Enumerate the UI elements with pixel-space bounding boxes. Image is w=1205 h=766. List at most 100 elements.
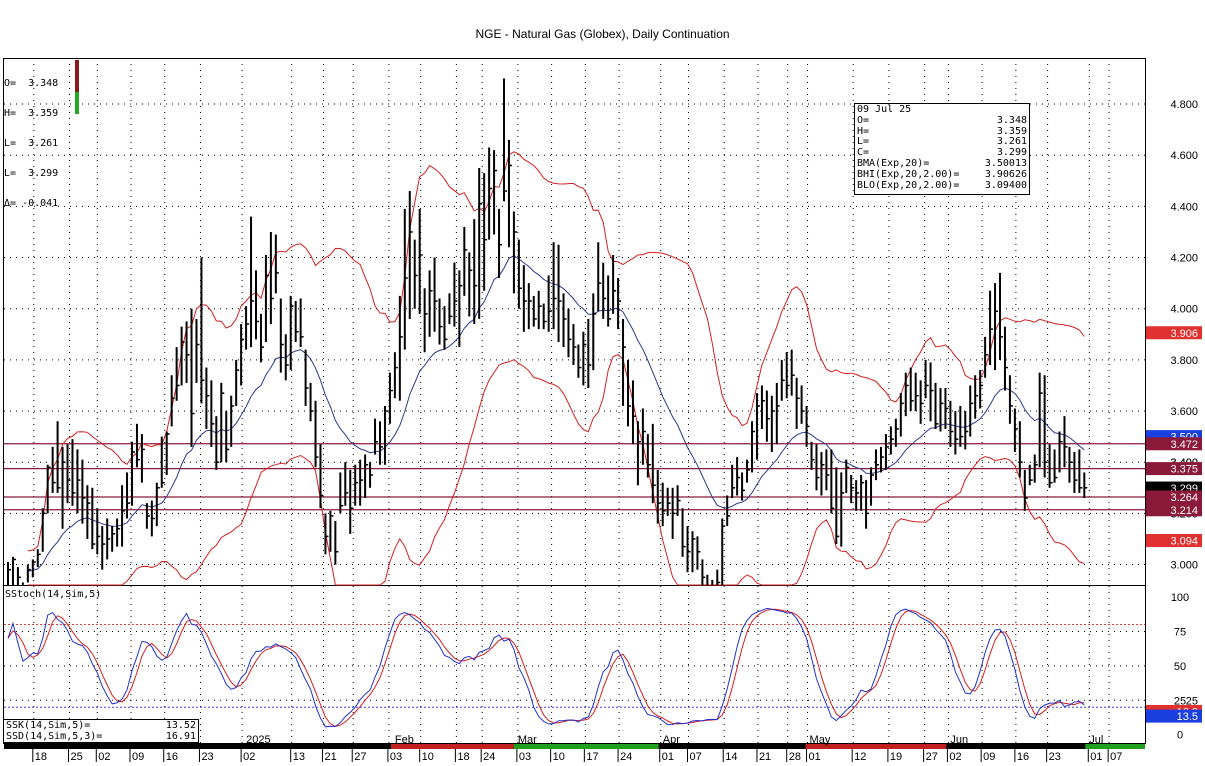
- month-label: 2025: [246, 734, 270, 746]
- ohlc-bar: [790, 349, 795, 396]
- lower-band-line: [27, 354, 1085, 586]
- ohlc-bar: [612, 254, 617, 314]
- ohlc-bar: [914, 372, 919, 412]
- ohlc-bar: [388, 372, 393, 424]
- ohlc-bar: [994, 283, 999, 371]
- ohlc-readout: O= 3.348 H= 3.359 L= 3.261 L= 3.299 Δ= -…: [4, 59, 58, 219]
- day-label: 25: [71, 751, 83, 763]
- ohlc-bar: [875, 449, 879, 481]
- day-label: 07: [690, 751, 702, 763]
- info-label: BHI(Exp,20,2.00)=: [857, 168, 960, 180]
- day-label: 01: [809, 751, 821, 763]
- ohlc-bar: [121, 485, 126, 547]
- tag-label: 3.472: [1170, 439, 1198, 451]
- ohlc-bar: [681, 508, 686, 557]
- ohlc-value: 3.348: [28, 78, 59, 89]
- ohlc-bar: [264, 254, 269, 342]
- ohlc-bar: [403, 208, 408, 350]
- stoch-value: 13.52: [165, 720, 196, 731]
- ohlc-bar: [503, 78, 507, 202]
- ohlc-bar: [924, 359, 929, 399]
- ohlc-bar: [954, 411, 959, 455]
- ohlc-bar: [220, 382, 225, 463]
- tag-label: 13.5: [1177, 711, 1198, 723]
- info-value: 3.348: [996, 114, 1027, 126]
- ohlc-bar: [1068, 446, 1073, 483]
- ohlc-bar: [180, 326, 185, 386]
- ohlc-bar: [676, 485, 681, 516]
- info-label: BLO(Exp,20,2.00)=: [857, 179, 960, 191]
- stoch-title: SStoch(14,Sim,5): [5, 589, 102, 600]
- ohlc-bar: [934, 382, 939, 429]
- ohlc-bar: [205, 367, 210, 429]
- ohlc-bar: [433, 257, 438, 332]
- month-label: May: [810, 734, 831, 746]
- month-segment: [805, 744, 947, 749]
- ohlc-bar: [106, 518, 111, 560]
- ohlc-bar: [1003, 326, 1008, 391]
- tag-background: [1146, 437, 1202, 451]
- ohlc-bar: [855, 480, 860, 511]
- ohlc-bar: [76, 449, 81, 514]
- ohlc-bar: [81, 459, 86, 524]
- ohlc-bar: [240, 324, 245, 386]
- chart-title: NGE - Natural Gas (Globex), Daily Contin…: [475, 27, 730, 41]
- ohlc-bar: [215, 416, 220, 470]
- stoch-label: SSD(14,Sim,5,3)=: [6, 731, 103, 742]
- ohlc-bar: [235, 359, 240, 406]
- ohlc-bar: [1063, 416, 1068, 468]
- ohlc-bar: [751, 421, 755, 473]
- ohlc-bar: [66, 444, 71, 504]
- ohlc-label: H=: [4, 108, 17, 119]
- ohlc-bar: [1043, 375, 1048, 478]
- value-tag: 3.375: [1146, 462, 1202, 476]
- ohlc-bar: [418, 208, 423, 314]
- ohlc-label: O=: [4, 78, 17, 89]
- ohlc-bar: [1013, 408, 1018, 452]
- day-label: 01: [662, 751, 674, 763]
- ohlc-bars: [7, 78, 1088, 585]
- ohlc-bar: [517, 239, 522, 309]
- ohlc-bar: [671, 487, 676, 539]
- ohlc-bar: [884, 434, 889, 470]
- month-label: Jun: [950, 734, 968, 746]
- ohlc-bar: [1008, 375, 1013, 424]
- tag-label: 25: [1186, 695, 1198, 707]
- ohlc-bar: [656, 469, 661, 524]
- ohlc-bar: [304, 349, 309, 406]
- ohlc-bar: [438, 298, 443, 345]
- stoch-readout: SSK(14,Sim,5)= 13.52 SSD(14,Sim,5,3)= 16.9…: [3, 719, 199, 743]
- month-segment: [1085, 744, 1145, 749]
- value-tag: 3.472: [1146, 437, 1202, 451]
- ohlc-bar: [572, 324, 577, 365]
- ohlc-bar: [810, 441, 815, 470]
- ohlc-bar: [1048, 444, 1053, 488]
- ohlc-bar: [11, 556, 16, 585]
- info-value: 3.50013: [984, 157, 1027, 169]
- ohlc-bar: [909, 367, 914, 412]
- ohlc-bar: [760, 385, 765, 429]
- ohlc-bar: [140, 434, 145, 483]
- ohlc-bar: [597, 242, 602, 312]
- value-tag: 3.906: [1146, 326, 1202, 340]
- ohlc-bar: [979, 370, 984, 409]
- ohlc-bar: [255, 270, 259, 340]
- ohlc-bar: [840, 472, 845, 547]
- ohlc-bar: [448, 293, 453, 325]
- ohlc-bar: [259, 313, 264, 363]
- ohlc-bar: [507, 139, 512, 248]
- ohlc-bar: [91, 487, 96, 550]
- ohlc-bar: [607, 275, 612, 327]
- ohlc-bar: [428, 270, 433, 337]
- ohlc-label: Δ=: [4, 198, 17, 209]
- ohlc-bar: [651, 423, 656, 504]
- tag-background: [1146, 326, 1202, 340]
- ssk-line: [7, 607, 1085, 728]
- ohlc-bar: [61, 446, 66, 529]
- ohlc-bar: [299, 298, 304, 348]
- info-label: H=: [857, 125, 870, 137]
- tag-background: [1146, 533, 1202, 547]
- ohlc-bar: [86, 485, 91, 539]
- ohlc-bar: [899, 393, 904, 437]
